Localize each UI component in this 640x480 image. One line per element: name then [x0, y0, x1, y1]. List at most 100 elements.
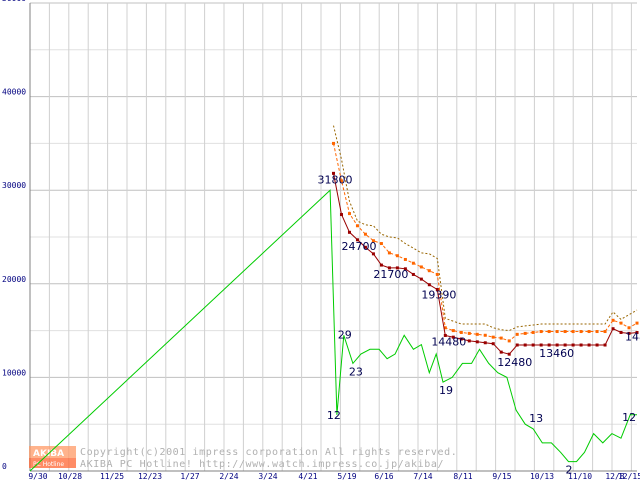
x-tick-label: 2/24	[219, 472, 238, 480]
series-point-price_min	[587, 343, 591, 347]
data-label: 2	[566, 464, 573, 477]
series-point-price_min	[619, 330, 623, 334]
series-point-price_min	[411, 272, 415, 276]
series-point-price_avg	[332, 141, 335, 145]
data-label: 14800	[625, 330, 640, 343]
x-axis-ticks: 9/30 10/28 11/25 12/23 1/27 2/24 3/24 4/21 5/19 6…	[28, 472, 640, 480]
x-tick-label: 1/27	[180, 472, 199, 480]
series-point-price_min	[435, 288, 439, 292]
data-label: 23	[349, 365, 363, 378]
series-point-price_min	[332, 171, 335, 175]
data-label: 13	[529, 412, 543, 425]
series-point-price_avg	[443, 326, 447, 330]
data-label: 12	[622, 411, 636, 424]
y-tick-label: 30000	[2, 181, 26, 190]
series-point-price_min	[611, 327, 615, 331]
series-point-price_avg	[507, 339, 511, 343]
series-line-shop_count	[29, 189, 637, 472]
series-point-price_avg	[403, 257, 407, 261]
y-axis-ticks: 0 10000 20000 30000 40000 50000	[2, 0, 26, 471]
data-label: 19390	[421, 289, 456, 302]
series-point-price_avg	[491, 335, 495, 339]
series-point-price_avg	[379, 242, 383, 246]
x-tick-label: 12/23	[138, 472, 162, 480]
series-point-price_min	[547, 343, 551, 347]
x-tick-label: 11/10	[568, 472, 592, 480]
series-point-price_avg	[635, 321, 639, 325]
series-point-price_min	[395, 266, 399, 270]
series-point-price_avg	[563, 330, 567, 334]
series-point-price_min	[539, 343, 543, 347]
x-tick-label: 5/19	[337, 472, 356, 480]
series-point-price_min	[339, 213, 343, 217]
series-point-price_min	[523, 343, 527, 347]
data-label: 24700	[341, 240, 376, 253]
x-tick-label: 10/13	[530, 472, 554, 480]
series-point-price_avg	[523, 331, 527, 335]
series-point-price_avg	[411, 261, 415, 265]
series-point-price_avg	[595, 330, 599, 334]
series-point-price_avg	[347, 212, 351, 216]
data-label: 29	[338, 328, 352, 341]
series-point-price_avg	[363, 232, 367, 236]
series-point-price_min	[403, 267, 407, 271]
data-labels: 31800 24700 21700 19390 14480 12480 13460 14800…	[318, 173, 640, 476]
x-tick-label: 7/14	[413, 472, 432, 480]
series-point-price_min	[387, 266, 391, 270]
site-url-line: AKIBA PC Hotline! http://www.watch.impre…	[80, 459, 444, 470]
data-label: 14480	[431, 335, 466, 348]
series-point-price_min	[451, 335, 455, 339]
data-label: 12	[327, 409, 341, 422]
series-point-price_min	[379, 263, 383, 267]
series-line-price_max	[333, 125, 638, 332]
series-point-price_min	[595, 343, 599, 347]
series-point-price_avg	[539, 330, 543, 334]
series-point-price_avg	[619, 321, 623, 325]
series-point-price_min	[571, 343, 575, 347]
y-tick-label: 0	[2, 462, 7, 471]
series-point-price_avg	[483, 333, 487, 337]
y-tick-label: 10000	[2, 368, 26, 377]
series-point-price_min	[563, 343, 567, 347]
series-point-price_avg	[499, 336, 503, 340]
series-point-price_avg	[587, 330, 591, 334]
series-point-price_min	[555, 343, 559, 347]
series-point-price_min	[347, 230, 351, 234]
data-label: 21700	[373, 268, 408, 281]
series-point-price_avg	[355, 224, 359, 228]
series-point-price_min	[603, 343, 607, 347]
series-point-price_avg	[371, 239, 375, 243]
series-point-price_min	[371, 252, 375, 256]
series-point-price_avg	[459, 330, 463, 334]
x-tick-label: 8/11	[453, 472, 472, 480]
series-point-price_avg	[475, 332, 479, 336]
series-point-price_avg	[451, 329, 455, 333]
x-tick-label: 9/30	[28, 472, 47, 480]
grid-lines	[29, 2, 637, 472]
series-point-price_min	[355, 238, 359, 242]
series-point-price_min	[507, 352, 511, 356]
x-tick-label: 4/21	[298, 472, 317, 480]
series-point-price_min	[635, 330, 639, 334]
y-tick-label: 50000	[2, 0, 26, 3]
series-point-price_min	[515, 343, 519, 347]
data-label: 13460	[539, 347, 574, 360]
series-point-price_min	[363, 245, 367, 249]
x-tick-label: 10/28	[58, 472, 82, 480]
series-point-price_min	[419, 277, 423, 281]
series-point-price_min	[427, 283, 431, 287]
series-point-price_avg	[579, 330, 583, 334]
series-point-price_avg	[427, 269, 431, 273]
series-point-price_avg	[515, 332, 519, 336]
data-label: 19	[439, 384, 453, 397]
logo-bottom-text: PC Hotline	[33, 461, 64, 468]
series-point-price_avg	[387, 251, 391, 255]
series-point-price_min	[531, 343, 535, 347]
series-point-price_min	[483, 341, 487, 345]
series-point-price_avg	[603, 330, 607, 334]
series-point-price_avg	[435, 272, 439, 276]
data-series	[29, 125, 639, 472]
series-point-price_avg	[531, 330, 535, 334]
